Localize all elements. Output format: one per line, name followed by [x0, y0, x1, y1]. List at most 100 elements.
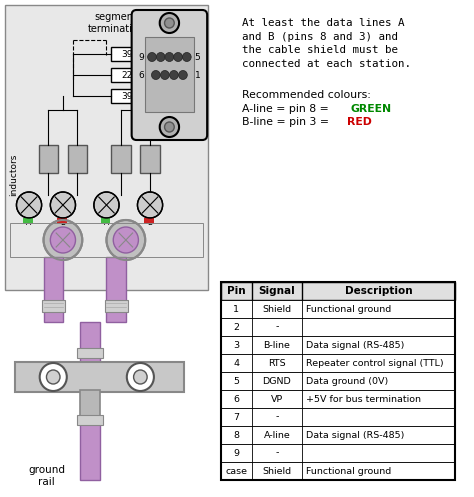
Bar	[221, 372, 455, 390]
Text: DGND: DGND	[263, 377, 291, 386]
Text: -: -	[275, 448, 279, 458]
Bar	[42, 300, 65, 312]
Bar	[105, 300, 128, 312]
Circle shape	[40, 363, 67, 391]
Circle shape	[50, 192, 75, 218]
Circle shape	[107, 220, 145, 260]
Circle shape	[44, 220, 82, 260]
Text: -: -	[275, 323, 279, 331]
Text: Shield: Shield	[262, 467, 292, 476]
Circle shape	[165, 53, 174, 62]
Text: 220: 220	[121, 71, 138, 80]
Circle shape	[134, 370, 147, 384]
Text: 9: 9	[233, 448, 239, 458]
Text: A: A	[27, 218, 32, 227]
Text: 1: 1	[233, 305, 239, 314]
Text: case: case	[225, 467, 247, 476]
Text: Data signal (RS-485): Data signal (RS-485)	[306, 430, 404, 439]
Text: 8: 8	[201, 85, 207, 95]
Circle shape	[161, 71, 169, 80]
Text: VP: VP	[271, 395, 283, 404]
Bar	[111, 68, 148, 82]
Text: 3: 3	[233, 340, 239, 349]
Bar	[221, 336, 455, 354]
Bar	[221, 426, 455, 444]
Text: inductors: inductors	[9, 154, 18, 196]
Circle shape	[156, 53, 165, 62]
Text: -: -	[275, 413, 279, 421]
Bar	[187, 48, 199, 106]
Text: B: B	[60, 218, 65, 227]
Circle shape	[137, 192, 163, 218]
Bar	[80, 390, 100, 420]
Text: B-line = pin 3 =: B-line = pin 3 =	[242, 117, 332, 127]
Text: RTS: RTS	[268, 358, 286, 367]
Text: A: A	[104, 218, 109, 227]
Text: 390: 390	[121, 50, 138, 59]
Text: segment
termination: segment termination	[88, 12, 145, 34]
Text: Shield: Shield	[262, 305, 292, 314]
Bar	[221, 444, 455, 462]
Bar	[39, 145, 58, 173]
Bar	[15, 362, 184, 392]
Circle shape	[160, 13, 179, 33]
Text: Recommended colours:: Recommended colours:	[242, 90, 371, 100]
Text: 9: 9	[138, 53, 144, 62]
Bar	[221, 390, 455, 408]
Circle shape	[94, 192, 119, 218]
Circle shape	[17, 192, 42, 218]
Circle shape	[50, 227, 75, 253]
Circle shape	[164, 18, 174, 28]
Bar	[111, 89, 148, 103]
Bar	[80, 322, 100, 372]
FancyBboxPatch shape	[132, 10, 207, 140]
Text: B-line: B-line	[264, 340, 290, 349]
Bar	[221, 462, 455, 480]
Text: Pin: Pin	[227, 286, 246, 296]
Bar	[111, 47, 148, 61]
Circle shape	[152, 71, 160, 80]
Bar	[221, 408, 455, 426]
Text: and B (pins 8 and 3) and: and B (pins 8 and 3) and	[242, 31, 398, 42]
Text: A-line = pin 8 =: A-line = pin 8 =	[242, 103, 332, 113]
Bar	[57, 218, 67, 224]
Text: 5: 5	[201, 49, 207, 59]
Text: +5V for bus termination: +5V for bus termination	[306, 395, 421, 404]
Bar	[221, 354, 455, 372]
Text: 3: 3	[201, 95, 207, 105]
Bar	[5, 5, 208, 290]
Bar	[221, 282, 455, 300]
Circle shape	[147, 53, 156, 62]
Text: Repeater control signal (TTL): Repeater control signal (TTL)	[306, 358, 444, 367]
Bar	[111, 145, 131, 173]
Bar	[77, 348, 102, 358]
Bar	[100, 218, 110, 224]
Bar	[140, 145, 160, 173]
Bar	[80, 420, 100, 480]
Circle shape	[46, 370, 60, 384]
Circle shape	[174, 53, 182, 62]
Circle shape	[113, 227, 138, 253]
Text: 6: 6	[201, 75, 207, 85]
Text: ground
rail: ground rail	[28, 465, 65, 487]
Text: A-line: A-line	[264, 430, 290, 439]
Text: 390: 390	[121, 91, 138, 100]
Bar	[107, 257, 126, 322]
Text: GREEN: GREEN	[350, 103, 392, 113]
Circle shape	[170, 71, 178, 80]
Circle shape	[182, 53, 191, 62]
Text: 6: 6	[233, 395, 239, 404]
Text: B: B	[147, 218, 153, 227]
Text: the cable shield must be: the cable shield must be	[242, 45, 398, 55]
Bar	[144, 218, 154, 224]
Bar	[221, 300, 455, 318]
Text: 1: 1	[195, 71, 201, 80]
Text: 8: 8	[233, 430, 239, 439]
Text: At least the data lines A: At least the data lines A	[242, 18, 404, 28]
Text: 4: 4	[233, 358, 239, 367]
Text: Data signal (RS-485): Data signal (RS-485)	[306, 340, 404, 349]
Text: RED: RED	[346, 117, 372, 127]
Circle shape	[160, 117, 179, 137]
Text: Description: Description	[345, 286, 412, 296]
Text: Functional ground: Functional ground	[306, 305, 391, 314]
